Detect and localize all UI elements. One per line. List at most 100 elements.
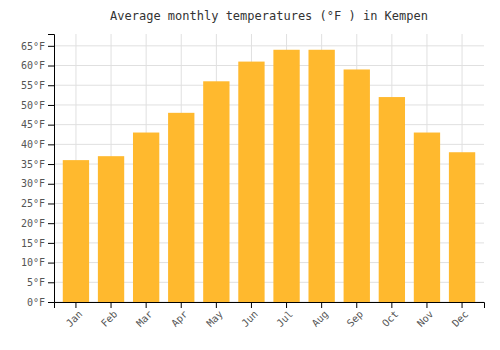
tick-label: Sep [345,308,366,329]
tick: 10°F [21,257,54,268]
tick-mark [251,302,252,308]
chart-container: 0°F 5°F 10°F 15°F 20°F 25°F 30°F 35°F 40°F 45°F 50… [0,0,500,350]
tick-label: Nov [415,308,436,329]
tick-mark [356,302,357,308]
tick: 55°F [21,80,54,91]
tick: Feb [99,302,120,329]
tick: Apr [169,302,190,329]
bar [379,97,405,302]
tick-label: Apr [169,308,190,329]
tick: 40°F [21,139,54,150]
tick-label: 45°F [21,119,45,130]
tick: 30°F [21,178,54,189]
tick-label: 35°F [21,159,45,170]
tick-mark [48,144,54,145]
tick: 0°F [27,297,54,308]
tick-mark [111,302,112,308]
tick-mark [181,302,182,308]
tick-mark [75,302,76,308]
tick-label: 55°F [21,80,45,91]
grid-line-y [54,85,484,86]
tick-label: 25°F [21,198,45,209]
tick-label: Mar [134,308,155,329]
tick-label: 65°F [21,41,45,52]
tick-mark [48,85,54,86]
tick-label: 30°F [21,178,45,189]
tick-label: Oct [380,308,401,329]
tick-label: Jun [239,308,260,329]
tick: 45°F [21,119,54,130]
tick-mark [286,302,287,308]
grid-line-y [54,65,484,66]
tick-mark [48,263,54,264]
bar [203,81,229,302]
bar [133,133,159,302]
tick-mark [48,105,54,106]
tick-label: Jan [64,308,85,329]
tick-label: 60°F [21,60,45,71]
tick: 25°F [21,198,54,209]
tick-label: Jul [274,308,295,329]
tick: Jan [64,302,85,329]
plot-area: 0°F 5°F 10°F 15°F 20°F 25°F 30°F 35°F 40°F 45°F 50… [21,34,485,329]
tick-mark [48,302,54,303]
tick: 35°F [21,159,54,170]
tick-mark [462,302,463,308]
tick-label: 50°F [21,100,45,111]
tick-mark [48,203,54,204]
tick-mark [48,164,54,165]
bar [414,133,440,302]
bar [308,50,334,302]
tick: Jun [239,302,260,329]
tick-mark [48,243,54,244]
tick-label: 10°F [21,257,45,268]
grid [54,34,484,302]
tick-label: 5°F [27,277,45,288]
bar [273,50,299,302]
y-axis: 0°F 5°F 10°F 15°F 20°F 25°F 30°F 35°F 40°F 45°F 50… [21,35,55,308]
tick-mark [48,46,54,47]
tick: 20°F [21,218,54,229]
grid-line-y [54,124,484,125]
tick: Jul [274,302,295,329]
tick: Nov [415,302,436,329]
tick-label: 20°F [21,218,45,229]
tick: 15°F [21,238,54,249]
bar [238,62,264,302]
tick-label: Feb [99,308,120,329]
tick-mark [216,302,217,308]
tick-label: 0°F [27,297,45,308]
tick-mark [321,302,322,308]
bars [63,50,475,302]
tick-label: Aug [310,308,331,329]
bar [168,113,194,302]
bar [63,160,89,302]
x-axis: Jan Feb Mar Apr May Jun Jul Aug Sep Oct Nov Dec [55,302,485,329]
tick-label: 15°F [21,238,45,249]
grid-line-y [54,45,484,46]
bar [98,156,124,302]
tick-mark [426,302,427,308]
tick: Dec [450,302,471,329]
axis-line [55,303,485,309]
tick-mark [48,66,54,67]
tick: 50°F [21,100,54,111]
tick: 5°F [27,277,54,288]
tick-label: May [204,308,225,329]
grid-line-y [54,104,484,105]
bar [344,69,370,302]
tick-mark [48,282,54,283]
tick: Oct [380,302,401,329]
tick: Aug [310,302,331,329]
title: Average monthly temperatures (°F ) in Ke… [110,9,428,23]
tick-mark [48,184,54,185]
tick: May [204,302,225,329]
chart-svg: 0°F 5°F 10°F 15°F 20°F 25°F 30°F 35°F 40°F 45°F 50… [0,0,500,350]
tick: 60°F [21,60,54,71]
tick-mark [48,125,54,126]
tick-label: Dec [450,308,471,329]
tick-mark [391,302,392,308]
tick-mark [146,302,147,308]
tick: Sep [345,302,366,329]
tick: Mar [134,302,155,329]
